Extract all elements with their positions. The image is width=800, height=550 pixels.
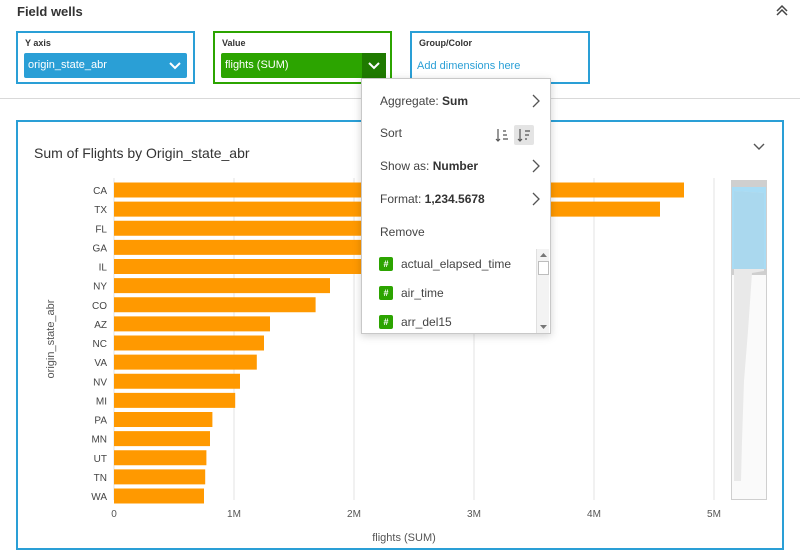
- y-tick-label: UT: [94, 454, 107, 465]
- format-value: 1,234.5678: [425, 192, 485, 206]
- x-tick-label: 5M: [707, 509, 721, 520]
- field-name: air_time: [401, 286, 444, 300]
- format-menu-item[interactable]: Format: 1,234.5678: [362, 183, 551, 215]
- field-list-scrollbar[interactable]: [536, 249, 549, 333]
- field-list: # actual_elapsed_time # air_time # arr_del1…: [362, 249, 552, 335]
- y-tick-label: NV: [93, 377, 107, 388]
- y-tick-label: NC: [93, 339, 107, 350]
- chart-scroll-navigator[interactable]: [731, 180, 767, 500]
- show-as-label: Show as:: [380, 159, 433, 173]
- bar: [114, 316, 270, 331]
- y-tick-label: WA: [91, 492, 107, 503]
- y-axis-field-chip[interactable]: origin_state_abr: [24, 53, 187, 78]
- y-tick-label: VA: [94, 358, 107, 369]
- list-item[interactable]: # actual_elapsed_time: [379, 256, 511, 276]
- show-as-menu-item[interactable]: Show as: Number: [362, 150, 551, 182]
- field-name: arr_del15: [401, 315, 452, 329]
- sort-menu-item: Sort: [362, 117, 551, 149]
- group-color-well-label: Group/Color: [419, 38, 472, 48]
- bar: [114, 259, 366, 274]
- x-tick-label: 2M: [347, 509, 361, 520]
- value-well-label: Value: [222, 38, 246, 48]
- chevron-down-icon[interactable]: [163, 53, 187, 78]
- y-tick-label: NY: [93, 282, 107, 293]
- aggregate-menu-item[interactable]: Aggregate: Sum: [362, 85, 551, 117]
- numeric-field-icon: #: [379, 315, 393, 329]
- bar: [114, 393, 235, 408]
- sort-label: Sort: [380, 126, 402, 140]
- list-item[interactable]: # air_time: [379, 285, 444, 305]
- chevron-right-icon: [531, 159, 541, 173]
- aggregate-label: Aggregate:: [380, 94, 442, 108]
- sort-ascending-icon[interactable]: [492, 125, 512, 145]
- numeric-field-icon: #: [379, 257, 393, 271]
- scroll-down-icon[interactable]: [538, 323, 549, 331]
- y-tick-label: CO: [92, 301, 107, 312]
- y-tick-label: FL: [95, 224, 107, 235]
- bar: [114, 374, 240, 389]
- x-tick-label: 1M: [227, 509, 241, 520]
- collapse-up-icon[interactable]: [774, 2, 790, 18]
- field-options-menu: Aggregate: Sum Sort Show as: Number Form…: [361, 78, 551, 334]
- x-tick-label: 3M: [467, 509, 481, 520]
- y-tick-label: TN: [94, 473, 107, 484]
- y-axis-chip-label: origin_state_abr: [28, 59, 107, 71]
- bar: [114, 355, 257, 370]
- y-tick-label: CA: [93, 186, 107, 197]
- y-tick-label: AZ: [94, 320, 107, 331]
- bar: [114, 431, 210, 446]
- y-tick-label: TX: [94, 205, 107, 216]
- y-axis-well[interactable]: Y axis origin_state_abr: [16, 31, 195, 84]
- add-dimensions-link[interactable]: Add dimensions here: [417, 60, 520, 72]
- value-well[interactable]: Value flights (SUM): [213, 31, 392, 84]
- bar: [114, 412, 212, 427]
- bar: [114, 221, 390, 236]
- field-wells-title: Field wells: [17, 4, 83, 19]
- bar: [114, 297, 316, 312]
- x-tick-label: 4M: [587, 509, 601, 520]
- field-name: actual_elapsed_time: [401, 257, 511, 271]
- bar: [114, 240, 372, 255]
- scroll-up-icon[interactable]: [538, 251, 549, 259]
- y-tick-label: IL: [99, 263, 108, 274]
- navigator-preview: [732, 181, 766, 499]
- chevron-right-icon: [531, 94, 541, 108]
- x-axis-label: flights (SUM): [372, 532, 436, 544]
- numeric-field-icon: #: [379, 286, 393, 300]
- y-axis-well-label: Y axis: [25, 38, 51, 48]
- remove-menu-item[interactable]: Remove: [362, 216, 551, 248]
- group-color-well[interactable]: Group/Color Add dimensions here: [410, 31, 590, 84]
- format-label: Format:: [380, 192, 425, 206]
- bar: [114, 489, 204, 504]
- y-tick-label: PA: [94, 416, 107, 427]
- x-tick-label: 0: [111, 509, 117, 520]
- bar: [114, 278, 330, 293]
- chevron-right-icon: [531, 192, 541, 206]
- aggregate-value: Sum: [442, 94, 468, 108]
- scroll-thumb[interactable]: [538, 261, 549, 275]
- y-tick-label: GA: [93, 243, 108, 254]
- chevron-down-icon[interactable]: [362, 53, 386, 78]
- show-as-value: Number: [433, 159, 478, 173]
- list-item[interactable]: # arr_del15: [379, 314, 452, 334]
- bar: [114, 469, 205, 484]
- sort-descending-icon[interactable]: [514, 125, 534, 145]
- value-chip-label: flights (SUM): [225, 59, 289, 71]
- y-tick-label: MI: [96, 396, 107, 407]
- bar: [114, 450, 206, 465]
- y-axis-label: origin_state_abr: [45, 299, 57, 378]
- bar: [114, 336, 264, 351]
- y-tick-label: MN: [91, 435, 107, 446]
- value-field-chip[interactable]: flights (SUM): [221, 53, 386, 78]
